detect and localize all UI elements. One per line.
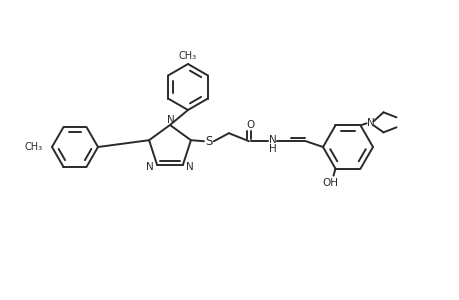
Text: N: N — [366, 118, 374, 128]
Text: N: N — [185, 162, 193, 172]
Text: O: O — [246, 120, 254, 130]
Text: CH₃: CH₃ — [25, 142, 43, 152]
Text: N: N — [146, 162, 154, 172]
Text: N: N — [269, 135, 276, 145]
Text: S: S — [205, 135, 212, 148]
Text: OH: OH — [322, 178, 338, 188]
Text: N: N — [167, 115, 174, 125]
Text: H: H — [269, 144, 276, 154]
Text: CH₃: CH₃ — [179, 51, 196, 61]
